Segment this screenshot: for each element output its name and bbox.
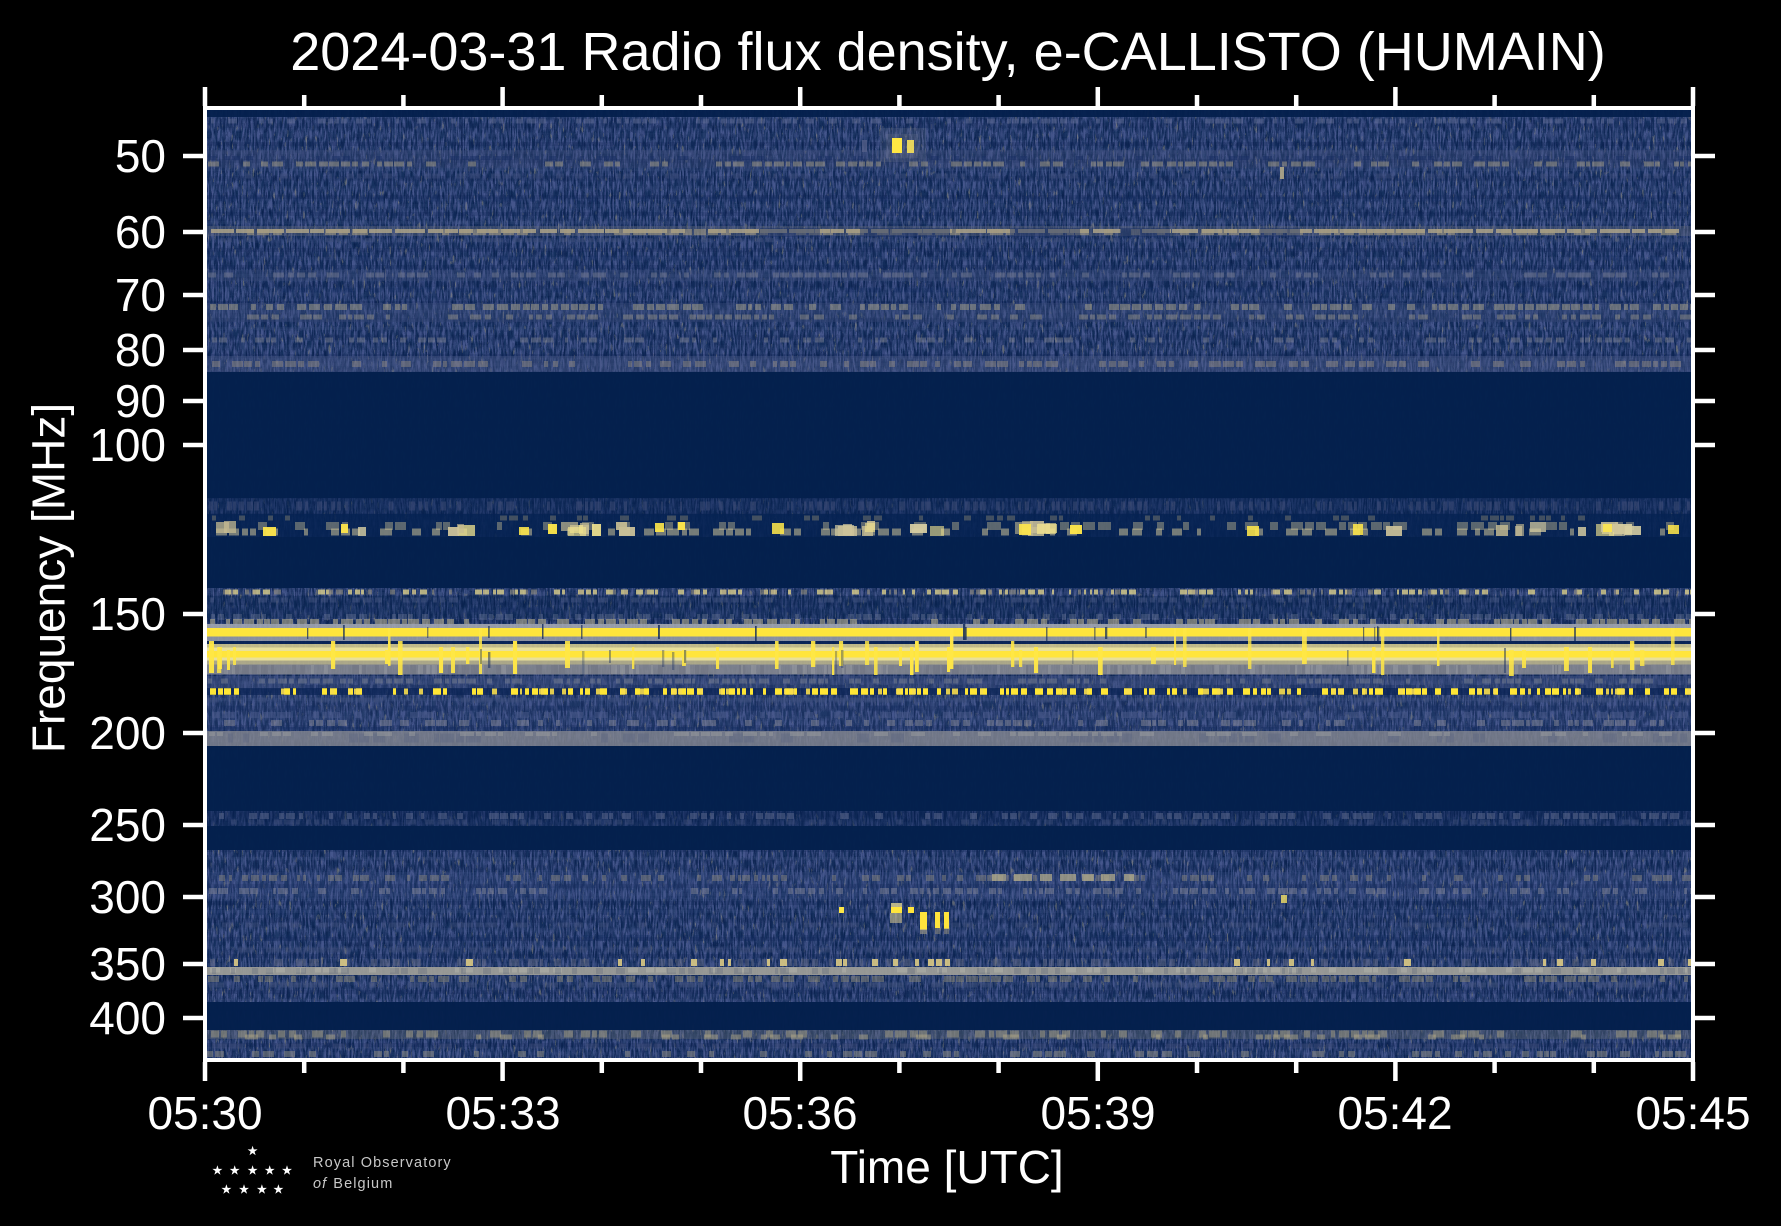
svg-text:200: 200	[89, 707, 166, 759]
svg-text:2024-03-31 Radio flux density,: 2024-03-31 Radio flux density, e-CALLIST…	[290, 22, 1606, 82]
svg-text:05:42: 05:42	[1337, 1087, 1452, 1139]
svg-text:Royal Observatory: Royal Observatory	[313, 1155, 452, 1171]
svg-text:05:45: 05:45	[1635, 1087, 1750, 1139]
svg-text:Frequency [MHz]: Frequency [MHz]	[23, 403, 75, 753]
svg-text:60: 60	[115, 206, 166, 258]
svg-text:05:33: 05:33	[445, 1087, 560, 1139]
svg-text:05:36: 05:36	[742, 1087, 857, 1139]
svg-text:100: 100	[89, 419, 166, 471]
svg-text:50: 50	[115, 130, 166, 182]
svg-text:Time [UTC]: Time [UTC]	[830, 1141, 1063, 1193]
svg-text:90: 90	[115, 375, 166, 427]
svg-text:300: 300	[89, 871, 166, 923]
svg-text:70: 70	[115, 269, 166, 321]
svg-text:150: 150	[89, 588, 166, 640]
svg-text:250: 250	[89, 799, 166, 851]
svg-text:350: 350	[89, 938, 166, 990]
svg-text:05:30: 05:30	[147, 1087, 262, 1139]
svg-text:80: 80	[115, 324, 166, 376]
svg-text:05:39: 05:39	[1040, 1087, 1155, 1139]
svg-text:400: 400	[89, 992, 166, 1044]
